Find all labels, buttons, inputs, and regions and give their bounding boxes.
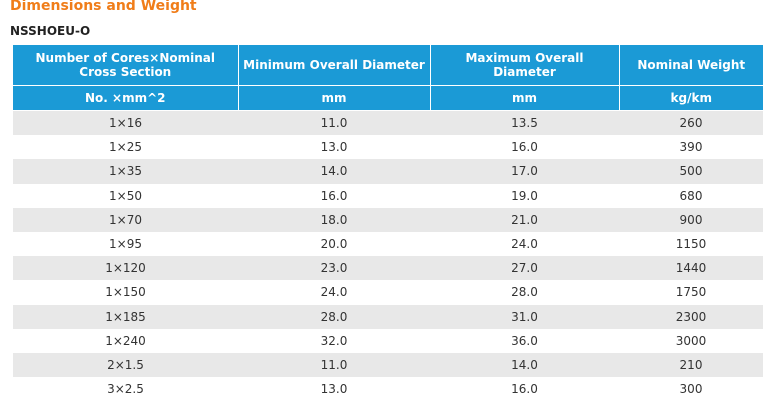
table-row: 1×16 11.0 13.5 260 xyxy=(13,110,763,136)
cell-cores: 1×70 xyxy=(13,207,238,232)
cell-max-diameter: 27.0 xyxy=(430,256,619,281)
cell-weight: 390 xyxy=(619,135,763,160)
header-nominal-weight: Nominal Weight xyxy=(619,45,763,86)
cell-max-diameter: 28.0 xyxy=(430,280,619,305)
cell-weight: 1440 xyxy=(619,256,763,281)
unit-cores-section: No. ×mm^2 xyxy=(13,85,239,111)
table-row: 1×120 23.0 27.0 1440 xyxy=(13,256,763,281)
cell-max-diameter: 17.0 xyxy=(430,159,619,184)
cell-max-diameter: 24.0 xyxy=(430,231,619,257)
cell-cores: 1×35 xyxy=(13,159,238,184)
cell-min-diameter: 13.0 xyxy=(238,377,430,402)
cell-cores: 1×185 xyxy=(13,304,238,329)
cell-weight: 500 xyxy=(619,159,763,184)
cell-max-diameter: 13.5 xyxy=(430,110,619,136)
cell-weight: 3000 xyxy=(619,328,763,353)
table-row: 1×35 14.0 17.0 500 xyxy=(13,159,763,184)
cell-weight: 680 xyxy=(619,183,763,208)
cell-min-diameter: 32.0 xyxy=(238,328,430,353)
header-cores-section: Number of Cores×Nominal Cross Section xyxy=(13,45,239,86)
cell-cores: 1×120 xyxy=(13,256,238,281)
cell-cores: 1×150 xyxy=(13,280,238,305)
cell-max-diameter: 16.0 xyxy=(430,135,619,160)
cell-weight: 1750 xyxy=(619,280,763,305)
table-row: 1×150 24.0 28.0 1750 xyxy=(13,280,763,305)
cell-cores: 1×16 xyxy=(13,110,238,136)
unit-min-diameter: mm xyxy=(238,85,431,111)
cell-cores: 2×1.5 xyxy=(13,352,238,378)
cell-cores: 1×240 xyxy=(13,328,238,353)
cell-weight: 2300 xyxy=(619,304,763,329)
unit-max-diameter: mm xyxy=(430,85,620,111)
cell-min-diameter: 11.0 xyxy=(238,110,430,136)
table-body: 1×16 11.0 13.5 260 1×25 13.0 16.0 390 1×… xyxy=(13,110,763,402)
cell-min-diameter: 13.0 xyxy=(238,135,430,160)
cell-max-diameter: 19.0 xyxy=(430,183,619,208)
cell-max-diameter: 14.0 xyxy=(430,352,619,378)
cell-weight: 300 xyxy=(619,377,763,402)
table-row: 1×70 18.0 21.0 900 xyxy=(13,207,763,232)
cell-max-diameter: 16.0 xyxy=(430,377,619,402)
section-title: Dimensions and Weight xyxy=(10,0,197,14)
cell-min-diameter: 14.0 xyxy=(238,159,430,184)
cell-min-diameter: 18.0 xyxy=(238,207,430,232)
product-code: NSSHOEU-O xyxy=(10,24,91,38)
cell-cores: 3×2.5 xyxy=(13,377,238,402)
cell-min-diameter: 16.0 xyxy=(238,183,430,208)
cell-weight: 1150 xyxy=(619,231,763,257)
cell-cores: 1×50 xyxy=(13,183,238,208)
dimensions-table: Number of Cores×Nominal Cross Section Mi… xyxy=(13,45,763,402)
cell-weight: 900 xyxy=(619,207,763,232)
table-row: 1×185 28.0 31.0 2300 xyxy=(13,304,763,329)
table-row: 1×95 20.0 24.0 1150 xyxy=(13,231,763,257)
header-max-diameter: Maximum Overall Diameter xyxy=(430,45,620,86)
table-row: 3×2.5 13.0 16.0 300 xyxy=(13,377,763,402)
header-min-diameter: Minimum Overall Diameter xyxy=(238,45,431,86)
cell-max-diameter: 36.0 xyxy=(430,328,619,353)
header-row: Number of Cores×Nominal Cross Section Mi… xyxy=(13,45,763,86)
cell-cores: 1×95 xyxy=(13,231,238,257)
cell-min-diameter: 20.0 xyxy=(238,231,430,257)
cell-weight: 260 xyxy=(619,110,763,136)
cell-min-diameter: 28.0 xyxy=(238,304,430,329)
cell-max-diameter: 21.0 xyxy=(430,207,619,232)
cell-max-diameter: 31.0 xyxy=(430,304,619,329)
table-row: 1×240 32.0 36.0 3000 xyxy=(13,328,763,353)
table-row: 1×50 16.0 19.0 680 xyxy=(13,183,763,208)
unit-nominal-weight: kg/km xyxy=(619,85,763,111)
cell-min-diameter: 24.0 xyxy=(238,280,430,305)
unit-row: No. ×mm^2 mm mm kg/km xyxy=(13,85,763,111)
cell-min-diameter: 11.0 xyxy=(238,352,430,378)
table-row: 2×1.5 11.0 14.0 210 xyxy=(13,352,763,378)
cell-min-diameter: 23.0 xyxy=(238,256,430,281)
table-row: 1×25 13.0 16.0 390 xyxy=(13,135,763,160)
cell-weight: 210 xyxy=(619,352,763,378)
cell-cores: 1×25 xyxy=(13,135,238,160)
